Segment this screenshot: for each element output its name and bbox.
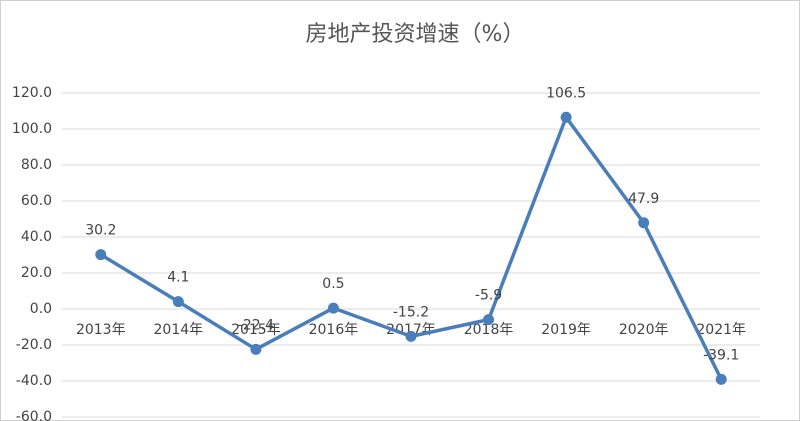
y-tick-label: 0.0: [30, 301, 52, 317]
x-tick-label: 2019年: [541, 322, 591, 338]
y-tick-label: -40.0: [16, 373, 52, 389]
data-label: -5.9: [475, 288, 502, 304]
data-point: [638, 217, 650, 229]
y-tick-label: 120.0: [12, 85, 52, 101]
data-label: -15.2: [393, 304, 429, 320]
x-tick-label: 2021年: [696, 322, 746, 338]
y-tick-label: -60.0: [16, 409, 52, 421]
data-label: 0.5: [322, 276, 344, 292]
data-point: [250, 343, 262, 355]
data-label: 30.2: [85, 223, 116, 239]
x-tick-label: 2014年: [154, 322, 204, 338]
y-tick-label: 100.0: [12, 121, 52, 137]
y-tick-label: -20.0: [16, 337, 52, 353]
data-label: 106.5: [546, 85, 586, 101]
x-tick-label: 2015年: [231, 322, 281, 338]
y-tick-label: 20.0: [21, 265, 52, 281]
x-tick-label: 2016年: [309, 322, 359, 338]
x-tick-label: 2013年: [76, 322, 126, 338]
x-tick-label: 2020年: [619, 322, 669, 338]
data-point: [405, 330, 417, 342]
y-tick-label: 60.0: [21, 193, 52, 209]
data-point: [327, 302, 339, 314]
y-tick-label: 80.0: [21, 157, 52, 173]
data-point: [95, 249, 107, 261]
data-point: [172, 296, 184, 308]
data-point: [715, 373, 727, 385]
chart-title: 房地产投资增速（%）: [306, 22, 525, 47]
data-point: [560, 111, 572, 123]
data-label: -22.4: [238, 317, 274, 333]
y-tick-label: 40.0: [21, 229, 52, 245]
data-point: [483, 314, 495, 326]
data-label: 47.9: [628, 191, 659, 207]
x-tick-label: 2018年: [464, 322, 514, 338]
data-label: 4.1: [167, 270, 189, 286]
data-label: -39.1: [703, 347, 739, 363]
